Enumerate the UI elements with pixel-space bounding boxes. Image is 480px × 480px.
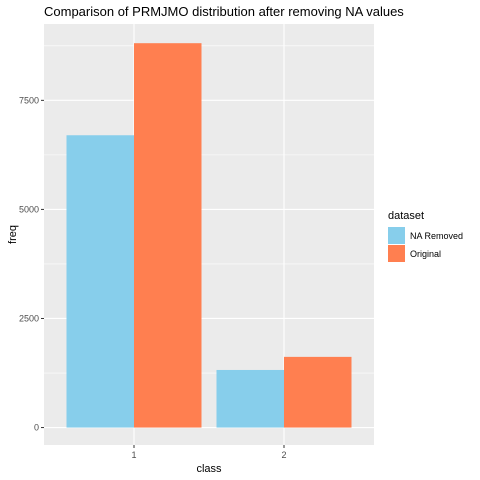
y-tick-label: 0 [34,423,39,433]
bar [284,356,352,428]
legend-swatch [388,227,405,244]
y-axis-title: freq [7,225,19,244]
x-tick-label: 2 [281,450,286,460]
bar [66,135,134,428]
bar [216,369,284,428]
y-tick-label: 5000 [19,204,39,214]
legend-title: dataset [388,210,424,222]
bars [66,43,352,428]
axis-ticks: 0 2500 5000 7500 1 2 [19,95,287,460]
legend-label: NA Removed [410,231,463,241]
x-axis-title: class [196,463,222,475]
legend-label: Original [410,249,441,259]
legend: NA Removed Original [388,227,463,262]
bar [134,43,202,428]
chart-title: Comparison of PRMJMO distribution after … [44,4,404,19]
legend-swatch [388,245,405,262]
x-tick-label: 1 [131,450,136,460]
y-tick-label: 2500 [19,313,39,323]
y-tick-label: 7500 [19,95,39,105]
